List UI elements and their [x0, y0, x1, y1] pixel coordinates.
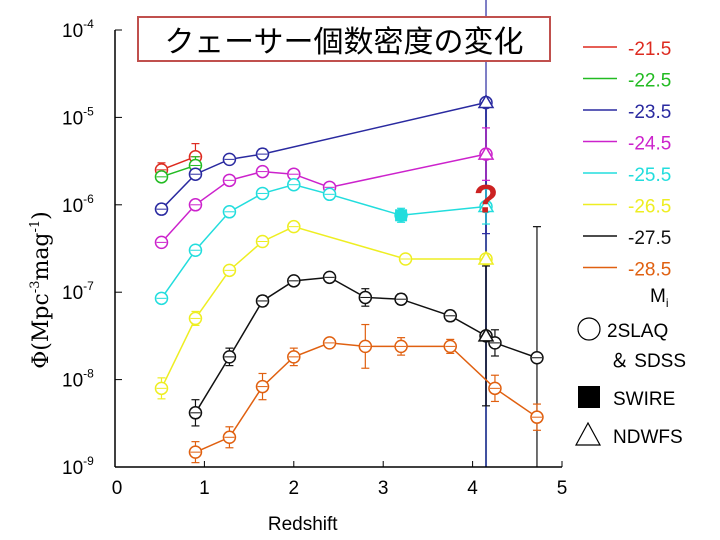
legend-label: -25.5	[628, 165, 671, 186]
ndwfs-point	[477, 198, 495, 213]
legend-label: -21.5	[628, 39, 671, 60]
y-tick-label: 10-7	[62, 279, 94, 304]
y-tick-label: 10-6	[62, 192, 94, 217]
x-tick-label: 3	[378, 478, 389, 499]
ndwfs-point	[477, 327, 495, 342]
legend-square-symbol	[578, 386, 600, 408]
legend-label: -24.5	[628, 134, 671, 155]
x-tick-label: 4	[467, 478, 478, 499]
legend-symbol-label: ＆ SDSS	[610, 351, 686, 372]
series-layer: ?	[154, 0, 544, 467]
x-axis-label: Redshift	[268, 514, 338, 535]
ndwfs-point	[477, 145, 495, 160]
series-line	[195, 342, 538, 453]
swire-point	[395, 209, 408, 222]
x-tick-label: 5	[557, 478, 568, 499]
axes: 0 1 2 3 4 5 10-4 10-5 10-6 10-7 10-8 10-9 Redshift Φ(…	[28, 17, 567, 535]
legend-symbol-label: 2SLAQ	[607, 321, 668, 342]
y-tick-label: 10-5	[62, 104, 94, 129]
legend-mag-label: Mi	[650, 286, 669, 310]
x-tick-label: 0	[112, 478, 123, 499]
series-line	[160, 183, 487, 299]
series-line	[160, 225, 487, 389]
legend-symbol-label: NDWFS	[613, 427, 683, 448]
legend-label: -28.5	[628, 260, 671, 281]
y-tick-label: 10-4	[62, 17, 94, 42]
legend-label: -23.5	[628, 102, 671, 123]
y-tick-label: 10-9	[62, 454, 94, 479]
y-tick-label: 10-8	[62, 367, 94, 392]
legend-label: -26.5	[628, 197, 671, 218]
y-axis-label: Φ(Mpc-3mag-1)	[28, 211, 54, 369]
legend-circle-symbol	[577, 317, 601, 341]
ndwfs-point	[477, 94, 495, 109]
legend-symbol-label: SWIRE	[613, 389, 675, 410]
legend-label: -22.5	[628, 71, 671, 92]
legend: -21.5 -22.5 -23.5 -24.5 -25.5 -26.5 -27.5 -28.5…	[574, 39, 686, 448]
legend-triangle-symbol	[574, 421, 602, 446]
question-mark: ?	[474, 177, 498, 221]
chart-title: クェーサー個数密度の変化	[137, 16, 551, 62]
x-tick-label: 1	[199, 478, 210, 499]
legend-label: -27.5	[628, 228, 671, 249]
ndwfs-point	[477, 250, 495, 265]
x-tick-label: 2	[289, 478, 300, 499]
